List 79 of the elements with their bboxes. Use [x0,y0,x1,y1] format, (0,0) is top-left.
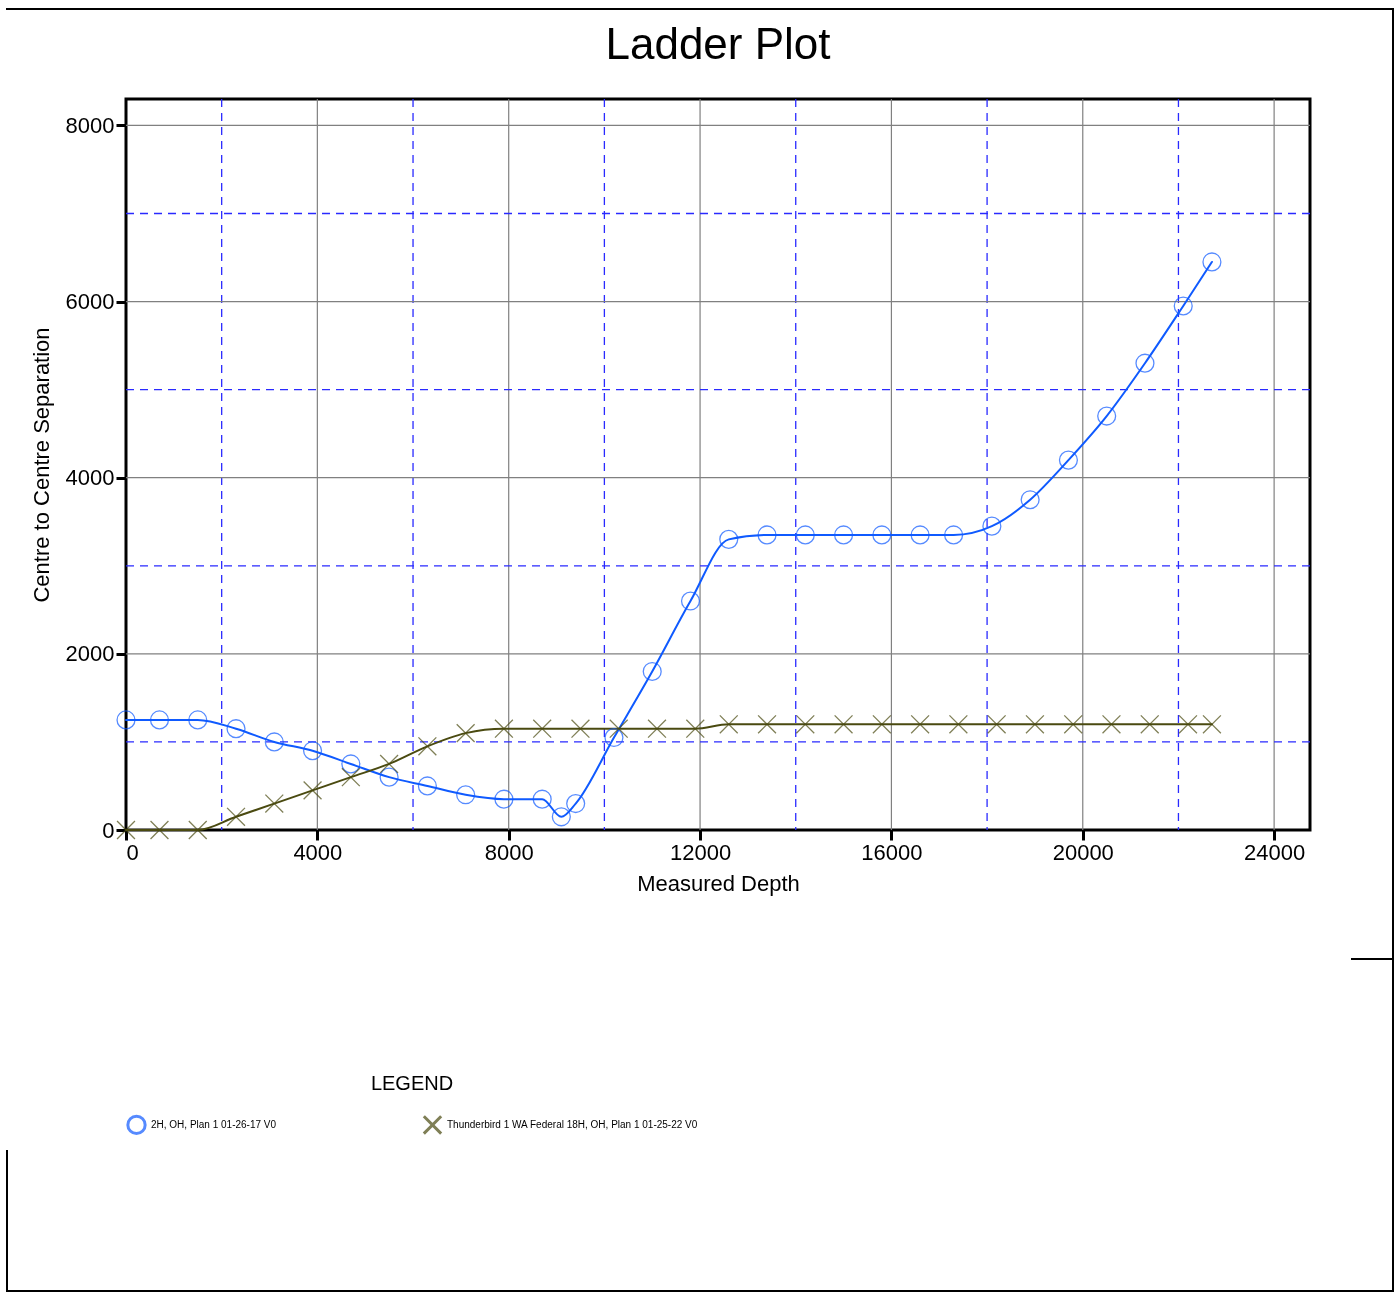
point [302,780,323,800]
chart-title: Ladder Plot [605,19,831,69]
point [1135,353,1155,373]
point [1025,714,1045,734]
point [264,732,284,752]
point [1101,714,1122,734]
x-tick-label: 16000 [861,839,923,865]
x-tick-label: 8000 [484,839,534,865]
point [494,789,514,809]
point [456,723,476,743]
point [642,661,662,682]
point [264,793,284,814]
point [944,525,964,545]
y-tick-label: 0 [102,817,115,843]
point [1202,252,1222,272]
point [551,807,571,827]
point [341,767,361,787]
point [188,710,208,730]
legend-label: Thunderbird 1 WA Federal 18H, OH, Plan 1 01-25-22 V0 [447,1118,698,1130]
point [987,714,1007,734]
y-tick-label: 4000 [65,465,115,491]
point [417,736,437,756]
point [1178,714,1198,734]
y-tick-label: 2000 [65,641,115,667]
point [1173,296,1193,316]
point [1097,406,1117,426]
y-tick-label: 6000 [65,289,115,315]
point [188,820,208,840]
point [609,719,629,739]
point [604,727,624,748]
y-tick-label: 8000 [65,112,115,138]
point [1058,450,1079,470]
point [379,754,399,774]
point [795,525,815,545]
point [532,789,552,809]
point [833,525,854,545]
point [494,719,514,739]
point [795,714,815,734]
point [757,714,777,734]
point [833,714,854,734]
y-axis-title: Centre to Centre Separation [28,327,54,603]
x-axis-title: Measured Depth [637,870,800,896]
x-tick-label: 0 [126,839,139,865]
point [647,719,667,739]
point [149,710,170,730]
legend-title: LEGEND [370,1072,454,1094]
point [116,820,136,840]
point [1020,490,1040,510]
point [982,516,1002,536]
point [1063,714,1083,734]
point [685,719,705,739]
point [532,719,552,739]
point [302,741,323,761]
x-tick-label: 24000 [1244,839,1306,865]
point [566,794,586,814]
point [719,714,739,734]
x-tick-label: 12000 [669,839,732,865]
point [719,529,739,549]
point [1140,714,1160,734]
point [948,714,968,734]
legend-label: 2H, OH, Plan 1 01-26-17 V0 [151,1118,277,1130]
point [341,754,361,774]
point [872,714,892,734]
point [757,525,777,545]
point [910,525,930,545]
x-tick-label: 4000 [293,839,343,865]
point [226,807,246,827]
point [570,719,591,739]
point [680,591,701,611]
point [116,710,136,730]
point [1202,714,1222,734]
point [872,525,892,545]
point [226,719,246,739]
point [910,714,930,734]
point [456,785,476,805]
x-tick-label: 20000 [1052,839,1114,865]
point [149,820,170,840]
point [417,776,437,796]
point [379,767,399,787]
